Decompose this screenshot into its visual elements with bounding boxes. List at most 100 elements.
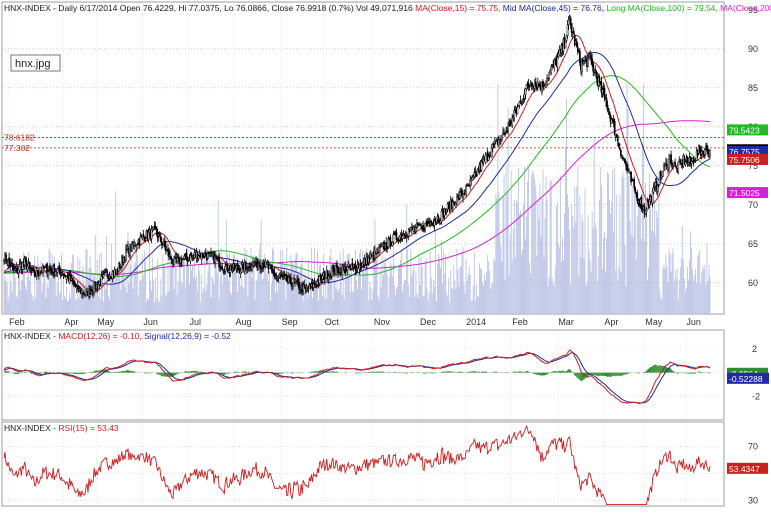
xtick-label: Nov xyxy=(374,317,391,327)
price-candle-body xyxy=(100,276,103,287)
price-candle-body xyxy=(509,120,512,126)
price-candle-body xyxy=(558,49,561,55)
price-candle-body xyxy=(498,139,500,147)
price-candle-body xyxy=(26,265,29,270)
xtick-label: Dec xyxy=(420,317,437,327)
price-candle-body xyxy=(43,266,45,270)
xtick-label: Apr xyxy=(604,317,618,327)
price-candle-body xyxy=(636,192,639,201)
macd-header: HNX-INDEX - MACD(12,26) = -0.10, Signal(… xyxy=(4,331,231,341)
price-candle-body xyxy=(659,171,662,177)
price-candle-body xyxy=(65,276,68,280)
price-candle-body xyxy=(355,270,358,272)
price-tag: 75.7506 xyxy=(729,155,760,165)
price-candle-body xyxy=(176,257,179,262)
price-candle-body xyxy=(237,267,240,270)
price-candle-body xyxy=(272,270,275,273)
price-candle-body xyxy=(165,245,167,252)
price-candle-body xyxy=(244,261,247,267)
price-candle-body xyxy=(557,53,560,58)
rsi-tag-box xyxy=(727,462,768,474)
price-candle-body xyxy=(290,277,292,285)
price-candle-body xyxy=(474,170,477,174)
price-candle-body xyxy=(706,145,708,152)
price-candle-body xyxy=(491,143,494,149)
price-candle-body xyxy=(143,236,146,242)
price-candle-body xyxy=(221,266,224,270)
price-candle-body xyxy=(302,284,305,292)
price-candle-body xyxy=(584,59,586,61)
price-candle-body xyxy=(106,273,109,278)
price-candle-body xyxy=(118,265,121,269)
price-candle-body xyxy=(171,259,173,264)
price-candle-body xyxy=(395,232,398,241)
price-candle-body xyxy=(78,288,81,291)
price-candle-body xyxy=(139,236,142,245)
price-candle-body xyxy=(672,164,674,167)
xtick-label: Oct xyxy=(325,317,340,327)
price-candle-body xyxy=(47,271,49,275)
price-candle-body xyxy=(652,187,655,193)
price-candle-body xyxy=(522,98,525,100)
price-candle-body xyxy=(226,263,229,271)
price-candle-body xyxy=(684,162,687,165)
price-candle-body xyxy=(127,246,129,249)
macd-legend: MACD(12,26) = -0.10, xyxy=(58,331,141,341)
price-tag: 76.7575 xyxy=(729,147,760,157)
price-header: HNX-INDEX - Daily 6/17/2014 Open 76.4229… xyxy=(4,3,771,13)
price-candle-body xyxy=(623,158,625,160)
price-candle-body xyxy=(346,266,349,271)
price-candle-body xyxy=(201,254,204,258)
price-candle-body xyxy=(600,80,603,93)
price-candle-body xyxy=(289,277,291,279)
price-candle-body xyxy=(506,130,508,133)
price-candle-body xyxy=(587,57,589,67)
macd-lines xyxy=(3,349,711,405)
price-candle-body xyxy=(251,265,253,270)
price-candle-body xyxy=(13,267,16,270)
price-tag-box xyxy=(727,146,768,158)
price-candle-body xyxy=(273,271,276,276)
price-candle-body xyxy=(487,156,490,161)
price-candle-body xyxy=(572,30,575,34)
price-candle-body xyxy=(516,107,519,115)
price-candle-body xyxy=(627,168,629,172)
price-candle-body xyxy=(663,165,665,171)
price-candle-body xyxy=(304,287,307,289)
price-candle-body xyxy=(271,268,274,271)
price-candle-body xyxy=(621,154,623,156)
price-candle-body xyxy=(402,233,405,235)
price-candle-body xyxy=(570,23,573,33)
xtick-label: Aug xyxy=(236,317,252,327)
price-candle-body xyxy=(556,56,559,68)
price-candle-body xyxy=(158,233,161,236)
price-candle-body xyxy=(469,179,472,187)
price-candle-body xyxy=(655,180,658,190)
price-candle-body xyxy=(98,281,101,285)
price-candle-body xyxy=(700,150,703,155)
price-candle-body xyxy=(519,100,522,102)
watermark-box xyxy=(10,54,61,72)
price-candle-body xyxy=(407,229,410,237)
price-candle-body xyxy=(236,264,239,270)
price-candle-body xyxy=(5,254,7,261)
price-candle-body xyxy=(408,231,411,233)
axis-labels: 60657075808590952-23070FebAprMayJunJulAu… xyxy=(9,5,760,506)
price-candle-body xyxy=(459,192,461,199)
price-candle-body xyxy=(566,24,569,37)
price-candle-body xyxy=(248,263,250,267)
price-candle-body xyxy=(33,270,36,277)
price-candle-body xyxy=(354,264,357,271)
price-candle-body xyxy=(633,179,636,188)
xtick-label: Jul xyxy=(189,317,201,327)
price-candle-body xyxy=(707,149,709,154)
price-tag: 71.5025 xyxy=(729,188,760,198)
price-candle-body xyxy=(691,158,694,162)
price-candle-body xyxy=(451,201,454,208)
price-candle-body xyxy=(656,185,659,192)
price-candle-body xyxy=(172,264,174,266)
price-candle-body xyxy=(391,242,394,246)
ma45-line xyxy=(3,51,711,285)
price-candle-body xyxy=(422,224,424,230)
price-candle-body xyxy=(150,228,153,240)
